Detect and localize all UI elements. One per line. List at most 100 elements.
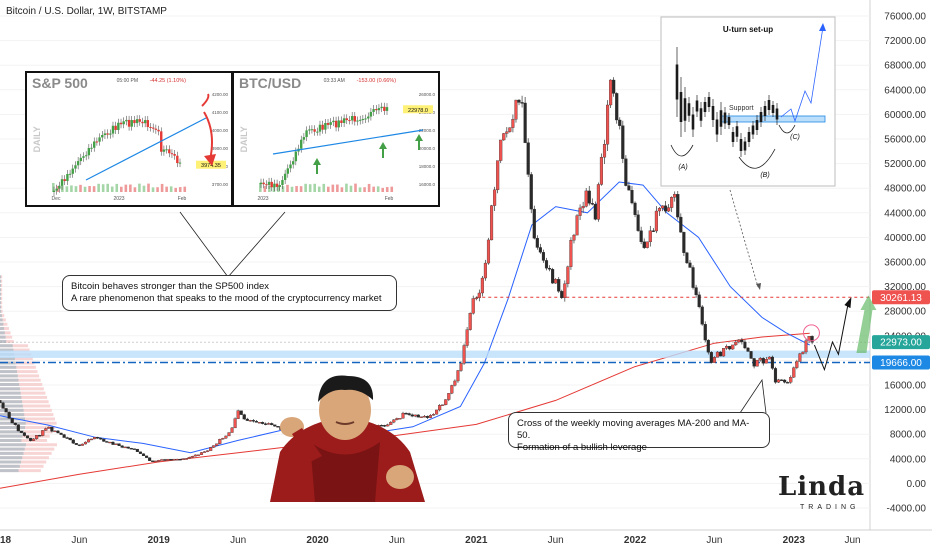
volume-bar (0, 430, 53, 434)
inset-candle (101, 134, 104, 138)
inset-volume (268, 185, 271, 192)
uturn-candle (751, 125, 755, 135)
candle-body (593, 204, 597, 220)
highlight-circle (802, 324, 820, 342)
candle-body (199, 452, 204, 455)
y-tick-label: 28000.00 (884, 307, 926, 318)
candle-body (563, 283, 567, 298)
y-tick-label: 0.00 (907, 479, 927, 490)
x-tick-label: Jun (389, 535, 405, 546)
volume-bar (0, 443, 26, 447)
candle-body (25, 435, 30, 439)
inset-volume (304, 183, 307, 192)
volume-bar (0, 335, 6, 339)
candle-body (548, 268, 552, 270)
volume-bar (0, 309, 2, 313)
volume-bar (0, 301, 3, 305)
candle-body (175, 459, 179, 461)
volume-bar (0, 404, 51, 408)
inset-volume (61, 185, 64, 192)
volume-bar (0, 387, 20, 391)
candle-body (645, 241, 649, 248)
candle-body (587, 190, 591, 204)
inset-candle (289, 164, 292, 169)
inset-candle (125, 119, 128, 122)
volume-bar (0, 365, 17, 369)
volume-bar (0, 305, 1, 309)
volume-bar (0, 469, 41, 473)
inset-candle (302, 137, 306, 140)
price-tag-bg (872, 355, 930, 370)
inset-candle (348, 120, 351, 122)
candle-body (523, 102, 527, 143)
uturn-candle (703, 102, 707, 112)
volume-bar (0, 417, 55, 421)
inset-volume (308, 184, 312, 192)
candle-body (1, 402, 5, 409)
volume-bar (0, 426, 56, 430)
inset-volume (142, 185, 146, 192)
inset-volume (106, 183, 109, 192)
volume-bar (0, 421, 26, 425)
inset-candle (369, 111, 373, 117)
inset-title: S&P 500 (32, 75, 88, 91)
candle-body (786, 382, 790, 384)
candle-body (56, 430, 60, 434)
inset-volume (183, 186, 187, 192)
candle-body (444, 399, 448, 405)
logo-text: Linda (778, 472, 866, 502)
candle-body (792, 367, 796, 378)
inset-volume (70, 185, 73, 192)
uturn-candle (775, 108, 779, 120)
inset-candle (313, 129, 316, 132)
candle-body (749, 351, 753, 359)
y-tick-label: 44000.00 (884, 208, 926, 219)
candle-body (584, 190, 588, 207)
candle-body (660, 205, 665, 209)
volume-bar (0, 344, 28, 348)
volume-bar (0, 451, 24, 455)
candle-body (230, 427, 234, 433)
inset-candle (146, 120, 150, 128)
candle-body (117, 443, 121, 446)
inset-candle (281, 180, 284, 186)
btcusd-green-arrow-head (313, 158, 321, 165)
candle-body (270, 423, 274, 425)
inset-candle (316, 131, 319, 133)
inset-candle (326, 122, 330, 125)
uturn-candle (683, 98, 687, 121)
inset-candle (361, 119, 365, 121)
inset-candle (372, 109, 375, 112)
inset-candle (117, 122, 120, 130)
uturn-candle (767, 100, 771, 110)
candle-body (450, 385, 454, 394)
inset-candle (340, 120, 343, 123)
callout-ma-cross: Cross of the weekly moving averages MA-2… (508, 412, 770, 453)
inset-candle (294, 151, 298, 162)
candle-body (728, 346, 732, 350)
x-tick-label: 2022 (624, 535, 647, 546)
volume-bar (0, 413, 54, 417)
candle-body (102, 439, 106, 442)
inset-volume (263, 185, 267, 192)
candle-body (264, 423, 268, 425)
inset-candle (87, 148, 91, 156)
candle-body (83, 441, 88, 445)
candle-body (90, 438, 94, 441)
inset-candle (176, 155, 179, 164)
candle-body (688, 262, 692, 268)
inset-candle (265, 184, 268, 186)
candle-body (682, 232, 686, 253)
candle-body (132, 448, 136, 450)
volume-bar (0, 387, 44, 391)
inset-candle (358, 119, 362, 121)
candle-body (38, 435, 42, 437)
inset-candle (383, 106, 386, 111)
candle-body (737, 339, 741, 343)
candle-body (776, 379, 781, 383)
candle-body (697, 294, 701, 308)
inset-candle (329, 122, 332, 125)
inset-candle (143, 120, 147, 124)
candle-body (114, 443, 118, 445)
price-tag-bg (872, 335, 930, 350)
